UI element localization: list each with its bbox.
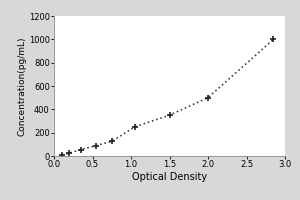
Y-axis label: Concentration(pg/mL): Concentration(pg/mL) [17, 36, 26, 136]
X-axis label: Optical Density: Optical Density [132, 172, 207, 182]
